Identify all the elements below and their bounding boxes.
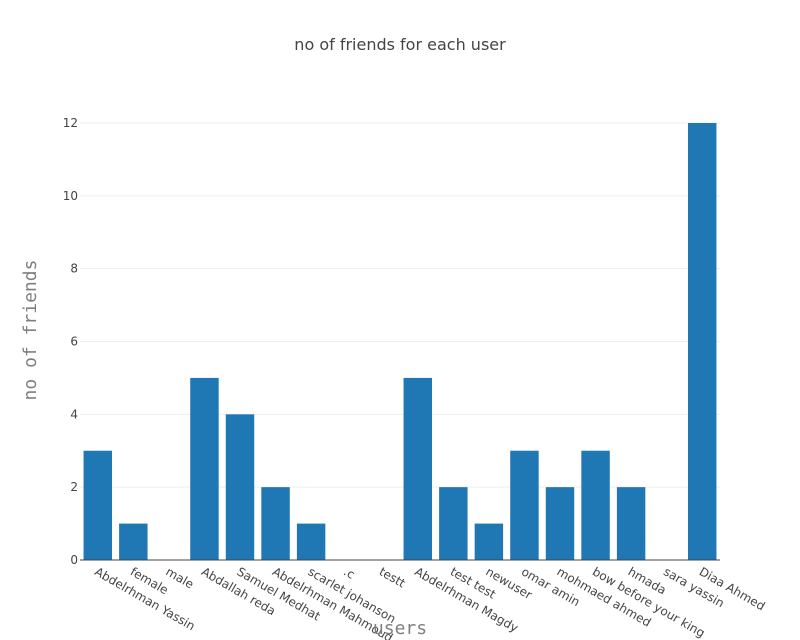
bar	[545, 487, 575, 560]
bar	[225, 414, 255, 560]
x-axis-title: users	[373, 618, 427, 639]
y-tick-labels: 0 2 4 6 8 10 12	[63, 116, 78, 567]
bar	[261, 487, 290, 560]
bar	[439, 487, 468, 560]
bar	[83, 450, 112, 560]
bar	[474, 523, 504, 560]
y-tick-label: 12	[63, 116, 78, 130]
bar	[688, 123, 717, 560]
bar	[510, 450, 539, 560]
y-tick-label: 4	[70, 407, 78, 421]
bar	[581, 450, 610, 560]
bars	[83, 123, 717, 560]
bar	[616, 487, 646, 560]
bar	[119, 523, 148, 560]
bar	[190, 377, 219, 560]
bar	[296, 523, 326, 560]
y-tick-label: 6	[70, 335, 78, 349]
gridlines	[80, 122, 720, 488]
y-tick-label: 0	[70, 553, 78, 567]
chart-title: no of friends for each user	[294, 35, 506, 54]
y-tick-label: 2	[70, 480, 78, 494]
bar	[403, 377, 432, 560]
x-tick-label: .c	[341, 564, 357, 581]
y-axis-title: no of friends	[20, 260, 41, 401]
y-tick-label: 8	[70, 262, 78, 276]
x-tick-label: testt	[377, 564, 408, 590]
y-tick-label: 10	[63, 189, 78, 203]
